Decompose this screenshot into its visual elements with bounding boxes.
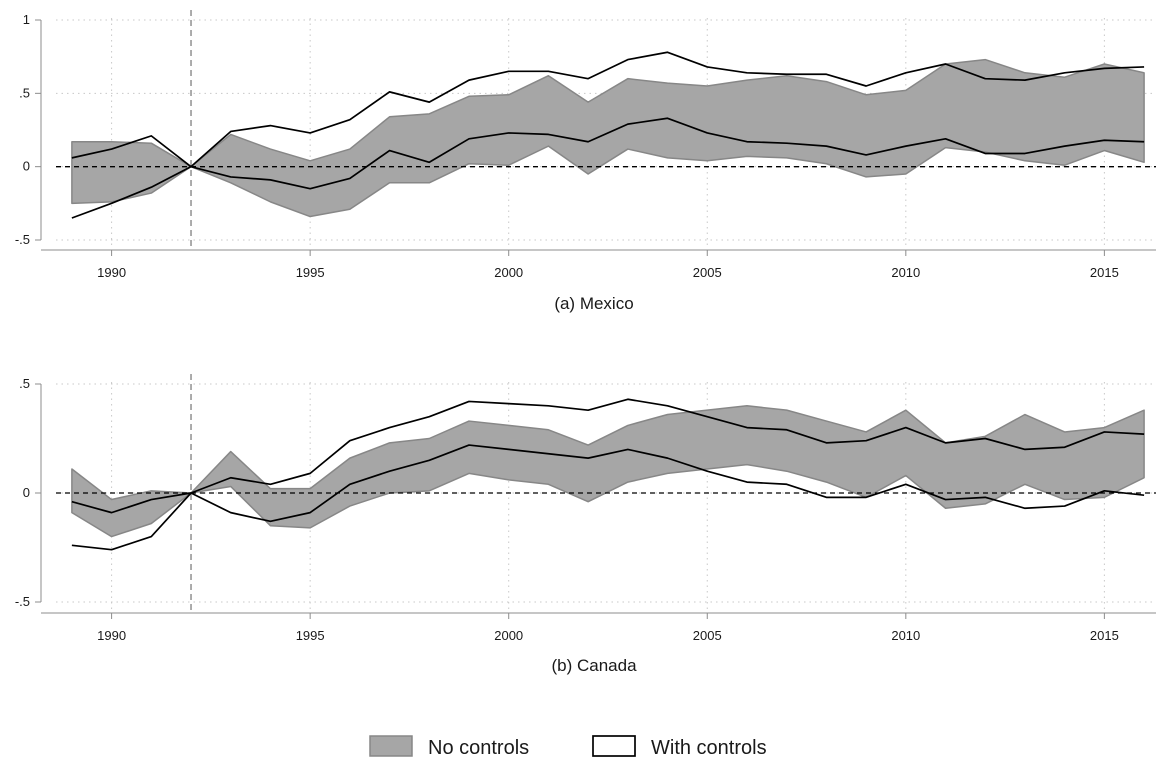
legend-swatch-no-controls — [369, 735, 413, 757]
legend-label-no-controls: No controls — [428, 737, 529, 759]
panel-caption: (b) Canada — [551, 656, 637, 675]
legend-label-with-controls: With controls — [651, 737, 767, 759]
x-tick-label: 2015 — [1090, 628, 1119, 643]
panel-caption: (a) Mexico — [554, 294, 633, 313]
series-line-with-controls-lower — [71, 117, 1145, 219]
y-tick-label: 1 — [23, 12, 30, 27]
series-line-with-controls-upper — [71, 51, 1145, 168]
x-tick-label: 2015 — [1090, 265, 1119, 280]
series-line-with-controls-lower — [71, 444, 1145, 551]
x-tick-label: 1990 — [97, 628, 126, 643]
y-tick-label: -.5 — [15, 594, 30, 609]
y-tick-label: 0 — [23, 159, 30, 174]
y-tick-label: .5 — [19, 376, 30, 391]
x-tick-label: 2005 — [693, 265, 722, 280]
panel-canada: -.5 0 .5 1990 1995 2000 2005 2010 2015 (b) Canada — [15, 374, 1156, 675]
x-tick-label: 2000 — [494, 628, 523, 643]
series-band-no-controls — [71, 405, 1145, 538]
panel-mexico: -.5 0 .5 1 1990 1995 2000 2005 2010 2015 (a) Mexic… — [15, 10, 1156, 313]
y-tick-label: .5 — [19, 85, 30, 100]
legend: No controls With controls — [369, 735, 767, 759]
y-tick-label: -.5 — [15, 232, 30, 247]
x-tick-label: 2005 — [693, 628, 722, 643]
legend-swatch-with-controls — [592, 735, 636, 757]
x-tick-label: 2010 — [891, 265, 920, 280]
x-tick-label: 1995 — [296, 265, 325, 280]
x-tick-label: 1995 — [296, 628, 325, 643]
y-tick-label: 0 — [23, 485, 30, 500]
x-tick-label: 2010 — [891, 628, 920, 643]
series-band-no-controls — [71, 58, 1145, 218]
series-line-with-controls-upper — [71, 398, 1145, 514]
x-tick-label: 1990 — [97, 265, 126, 280]
x-tick-label: 2000 — [494, 265, 523, 280]
